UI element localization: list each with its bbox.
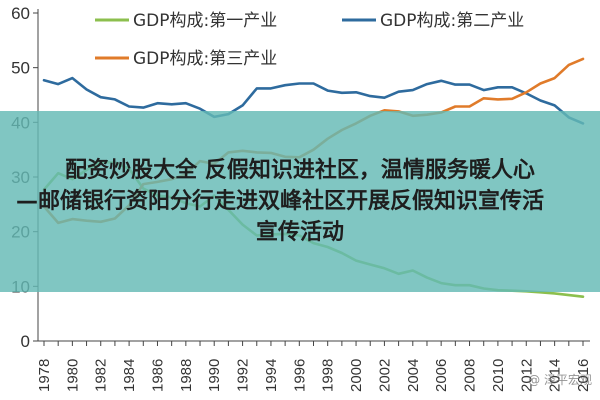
x-tick-label: 1984 — [121, 359, 138, 392]
x-tick-label: 2002 — [376, 359, 393, 392]
x-tick-label: 1990 — [206, 359, 223, 392]
x-tick-label: 2014 — [547, 359, 564, 392]
x-tick-label: 2004 — [405, 359, 422, 392]
watermark-text: @ 泽平宏观 — [528, 373, 592, 387]
x-tick-label: 1992 — [235, 359, 252, 392]
overlay-subheadline-tail: 宣传活动 — [255, 220, 344, 245]
x-tick-label: 1978 — [36, 359, 53, 392]
y-tick-label: 0 — [21, 332, 30, 351]
overlay-banner: 配资炒股大全 反假知识进社区，温情服务暖人心 —邮储银行资阳分行走进双峰社区开展… — [0, 111, 600, 292]
x-tick-label: 1980 — [64, 359, 81, 392]
y-tick-label: 60 — [11, 4, 30, 23]
x-tick-label: 1996 — [291, 359, 308, 392]
x-tick-label: 2016 — [575, 359, 592, 392]
x-tick-label: 2006 — [433, 359, 450, 392]
legend-label-1: GDP构成:第一产业 — [133, 11, 277, 31]
legend-label-3: GDP构成:第三产业 — [133, 49, 277, 69]
legend: GDP构成:第一产业 GDP构成:第二产业 GDP构成:第三产业 — [95, 11, 524, 69]
x-tick-label: 1986 — [149, 359, 166, 392]
series-line-2 — [42, 76, 585, 125]
overlay-subheadline: —邮储银行资阳分行走进双峰社区开展反假知识宣传活 — [15, 189, 544, 214]
x-tick-label: 2008 — [462, 359, 479, 392]
x-tick-label: 2010 — [490, 359, 507, 392]
x-tick-label: 1998 — [320, 359, 337, 392]
x-tick-label: 2000 — [348, 359, 365, 392]
y-tick-label: 50 — [11, 59, 30, 78]
legend-label-2: GDP构成:第二产业 — [380, 11, 524, 31]
x-tick-label: 1994 — [263, 359, 280, 392]
x-tick-label: 1982 — [93, 359, 110, 392]
x-tick-label: 1988 — [178, 359, 195, 392]
x-tick-label: 2012 — [518, 359, 535, 392]
x-axis: 1978 1980 1982 1984 1986 1988 1990 1992 1994 1996… — [36, 340, 592, 392]
overlay-headline: 配资炒股大全 反假知识进社区，温情服务暖人心 — [65, 158, 535, 183]
